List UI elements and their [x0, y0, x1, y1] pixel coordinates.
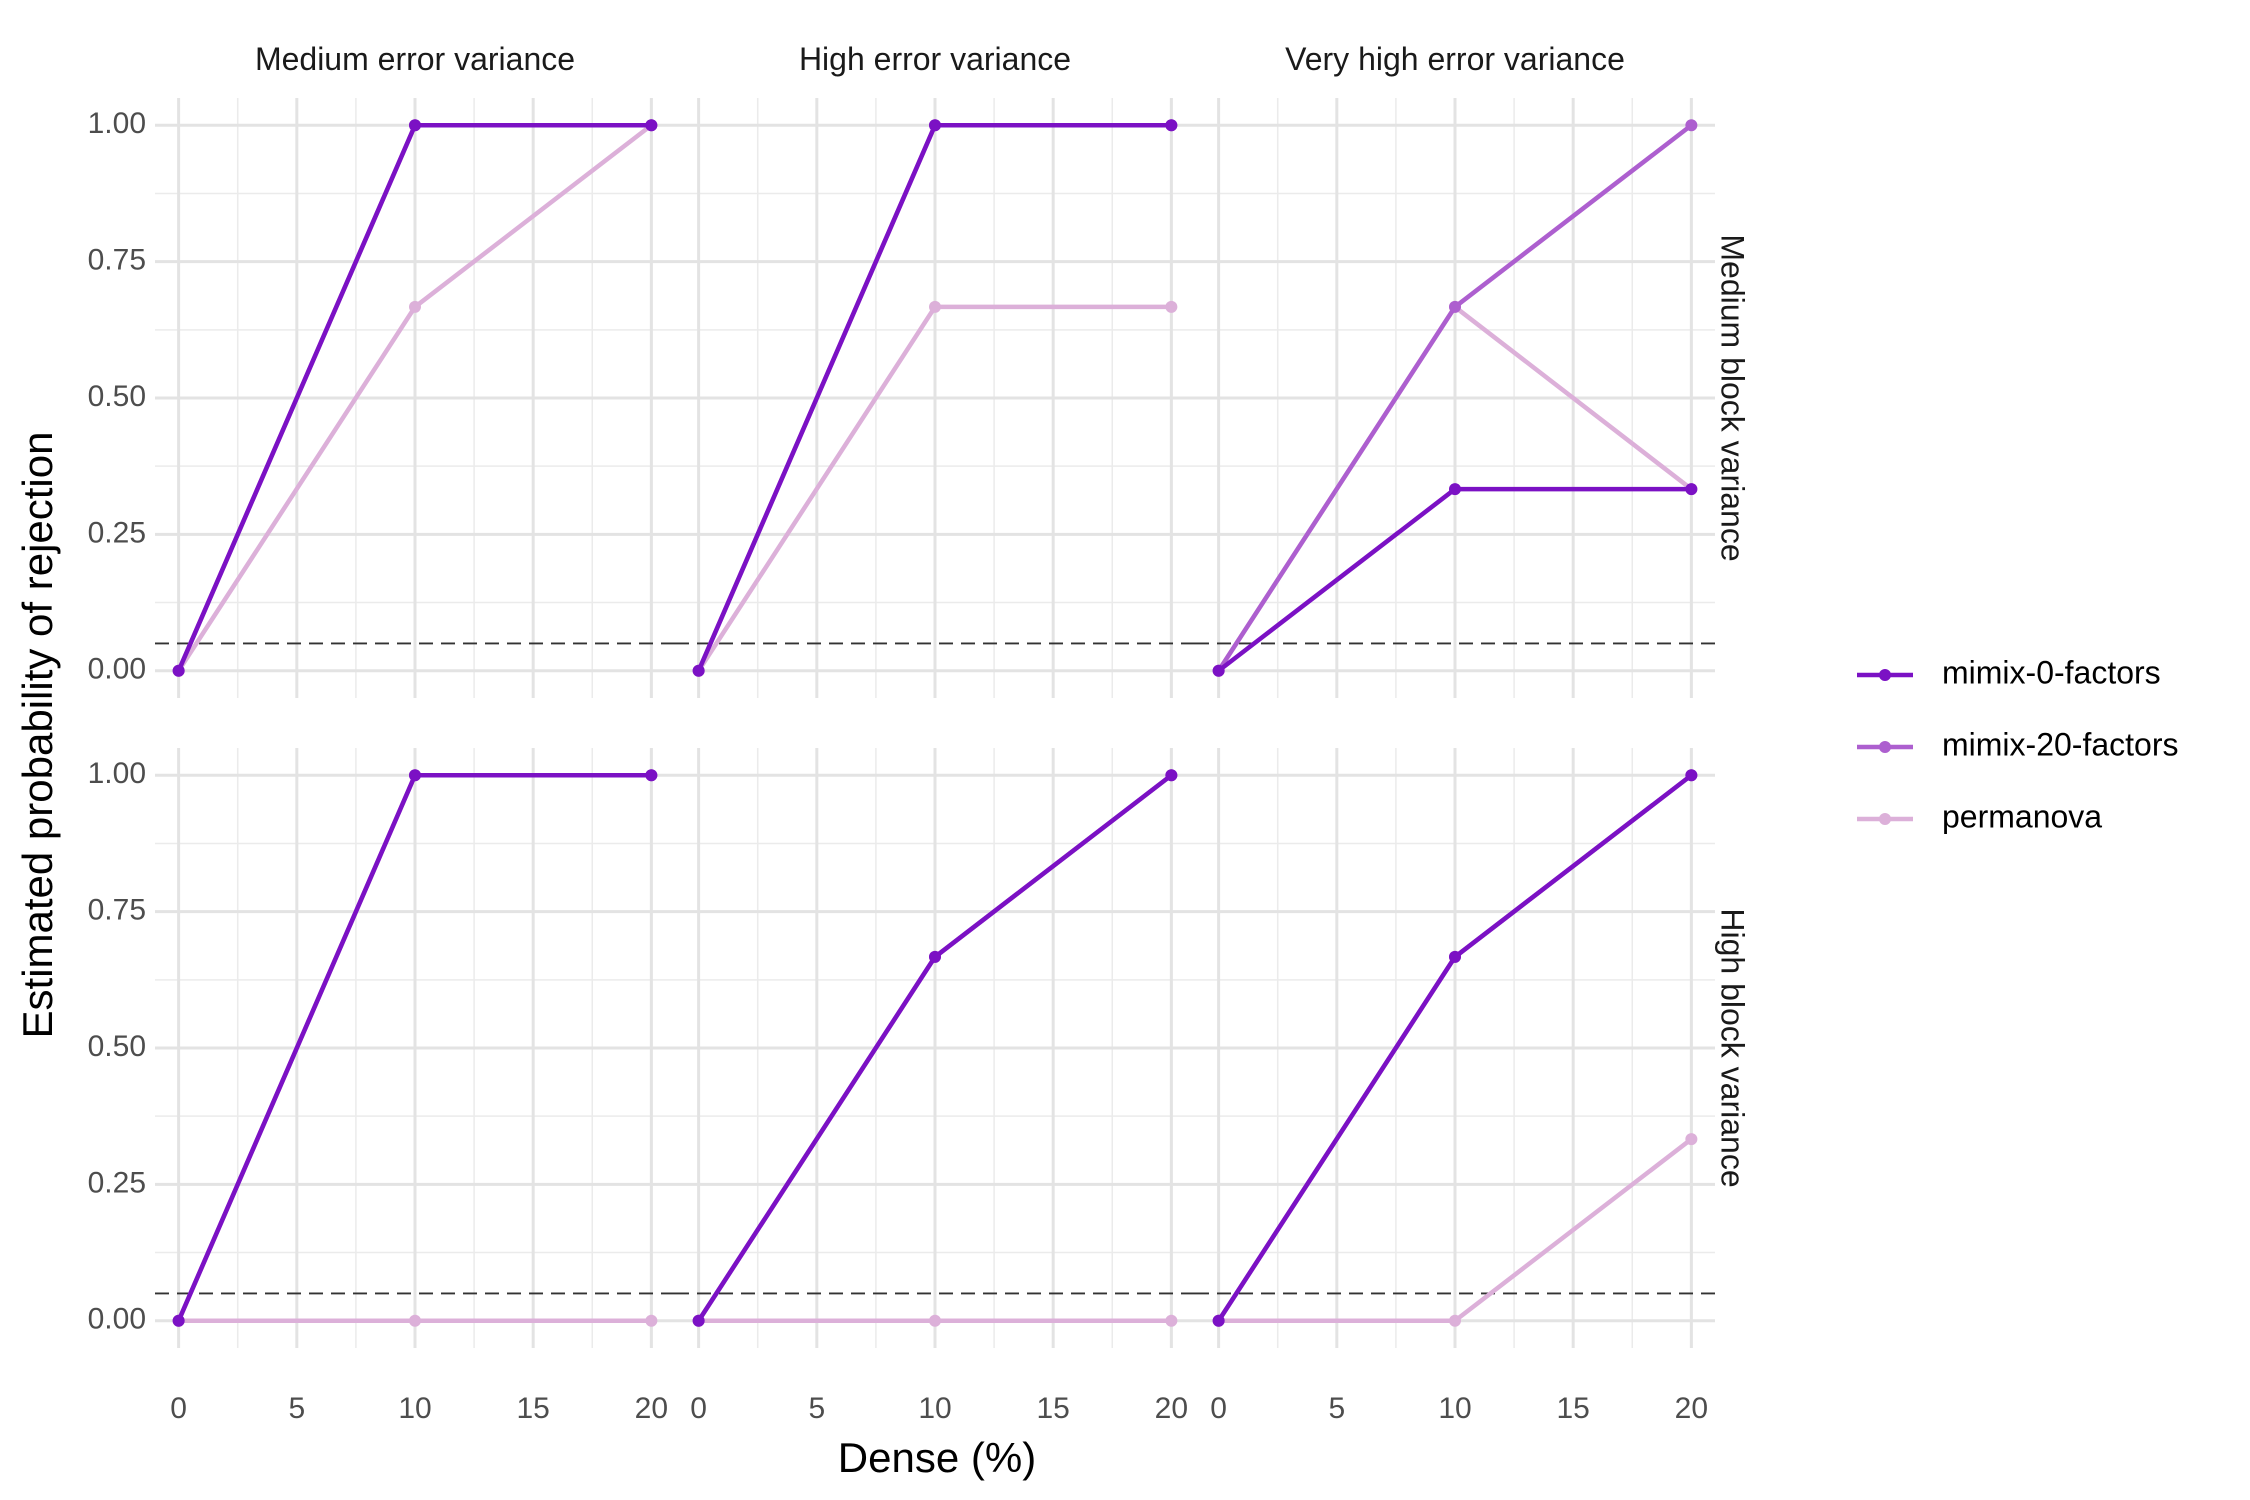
data-point-permanova — [645, 1314, 658, 1327]
y-tick-label: 0.25 — [88, 516, 146, 549]
panel-r0-c2 — [1195, 98, 1715, 698]
data-point-mimix-0-factors — [409, 769, 421, 782]
y-tick-label: 1.00 — [88, 107, 146, 140]
panel-r1-c1 — [675, 748, 1195, 1348]
legend: mimix-0-factors mimix-20-factors permanova — [1857, 654, 2178, 834]
y-tick-label: 0.75 — [88, 244, 146, 277]
legend-item: mimix-0-factors — [1857, 654, 2161, 690]
y-tick-label: 1.00 — [88, 757, 146, 790]
x-tick-label: 10 — [918, 1392, 951, 1425]
y-tick-label: 0.00 — [88, 653, 146, 686]
legend-label: mimix-0-factors — [1942, 654, 2161, 690]
data-point-mimix-0-factors — [1449, 483, 1461, 496]
data-point-permanova — [1685, 1133, 1698, 1146]
row-strip-label: Medium block variance — [1715, 234, 1751, 561]
col-strip-label: Medium error variance — [255, 41, 575, 77]
data-point-mimix-0-factors — [172, 1314, 185, 1327]
axes: 0.00 0.25 0.50 0.75 1.00 0.00 0.25 0.50 0.75 1.00… — [88, 107, 1708, 1425]
y-tick-label: 0.25 — [88, 1166, 146, 1199]
y-tick-label: 0.00 — [88, 1303, 146, 1336]
panel-r0-c0 — [155, 98, 675, 698]
x-tick-label: 0 — [690, 1392, 707, 1425]
y-tick-label: 0.50 — [88, 1030, 146, 1063]
panel-r0-c1 — [675, 98, 1195, 698]
x-tick-label: 5 — [288, 1392, 305, 1425]
facet-strips: Medium error variance High error variance… — [255, 41, 1751, 1188]
data-point-mimix-20-factors — [1685, 119, 1698, 132]
panels — [155, 98, 1715, 1348]
data-point-mimix-0-factors — [1685, 483, 1698, 496]
legend-label: mimix-20-factors — [1942, 726, 2178, 762]
x-tick-label: 15 — [1556, 1392, 1589, 1425]
data-point-mimix-0-factors — [1212, 1314, 1225, 1327]
data-point-permanova — [929, 300, 941, 313]
x-tick-label: 15 — [1036, 1392, 1069, 1425]
panel-r1-c0 — [155, 748, 675, 1348]
x-axis-title: Dense (%) — [838, 1434, 1036, 1481]
x-tick-label: 20 — [635, 1392, 668, 1425]
data-point-permanova — [1449, 1314, 1461, 1327]
y-tick-label: 0.75 — [88, 894, 146, 927]
legend-label: permanova — [1942, 798, 2102, 834]
data-point-permanova — [929, 1314, 941, 1327]
legend-item: permanova — [1857, 798, 2102, 834]
data-point-mimix-0-factors — [645, 769, 658, 782]
data-point-permanova — [1165, 300, 1178, 313]
data-point-mimix-0-factors — [1212, 664, 1225, 677]
legend-key-point — [1879, 669, 1891, 681]
x-tick-label: 20 — [1675, 1392, 1708, 1425]
col-strip-label: Very high error variance — [1285, 41, 1625, 77]
row-strip-label: High block variance — [1715, 908, 1751, 1187]
data-point-mimix-0-factors — [929, 119, 941, 132]
data-point-mimix-0-factors — [1165, 769, 1178, 782]
data-point-mimix-0-factors — [929, 950, 941, 963]
x-tick-label: 0 — [1210, 1392, 1227, 1425]
y-tick-label: 0.50 — [88, 380, 146, 413]
x-tick-label: 10 — [1438, 1392, 1471, 1425]
data-point-permanova — [409, 1314, 421, 1327]
data-point-mimix-0-factors — [692, 1314, 705, 1327]
data-point-permanova — [409, 300, 421, 313]
x-tick-label: 5 — [808, 1392, 825, 1425]
y-axis-title: Estimated probability of rejection — [14, 432, 61, 1039]
data-point-mimix-0-factors — [1449, 950, 1461, 963]
panel-r1-c2 — [1195, 748, 1715, 1348]
x-tick-label: 20 — [1155, 1392, 1188, 1425]
data-point-mimix-0-factors — [409, 119, 421, 132]
data-point-permanova — [1165, 1314, 1178, 1327]
col-strip-label: High error variance — [799, 41, 1071, 77]
x-tick-label: 5 — [1328, 1392, 1345, 1425]
data-point-mimix-0-factors — [645, 119, 658, 132]
x-tick-label: 0 — [170, 1392, 187, 1425]
data-point-mimix-0-factors — [1685, 769, 1698, 782]
data-point-mimix-0-factors — [172, 664, 185, 677]
data-point-mimix-20-factors — [1449, 300, 1461, 313]
legend-item: mimix-20-factors — [1857, 726, 2178, 762]
legend-key-point — [1879, 741, 1891, 753]
data-point-mimix-0-factors — [1165, 119, 1178, 132]
data-point-mimix-0-factors — [692, 664, 705, 677]
x-tick-label: 10 — [398, 1392, 431, 1425]
legend-key-point — [1879, 813, 1891, 825]
x-tick-label: 15 — [516, 1392, 549, 1425]
